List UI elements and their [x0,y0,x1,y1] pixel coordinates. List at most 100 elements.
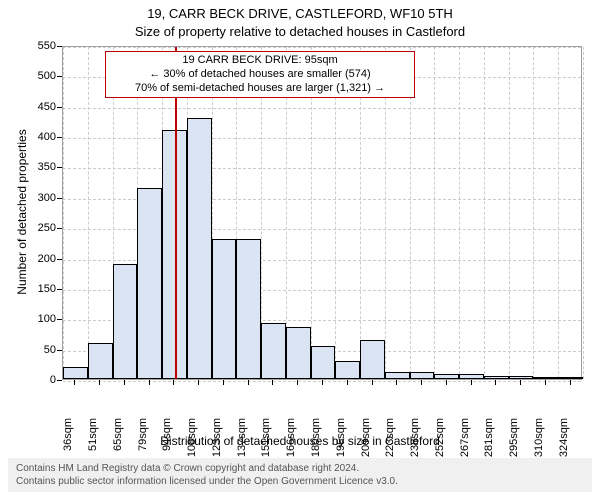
histogram-bar [311,346,336,379]
x-tick-label: 65sqm [112,418,124,468]
x-tick-mark [223,380,224,385]
x-tick-mark [149,380,150,385]
x-tick-label: 180sqm [310,418,322,468]
chart-container: 19, CARR BECK DRIVE, CASTLEFORD, WF10 5T… [0,0,600,500]
x-tick-label: 79sqm [137,418,149,468]
x-tick-label: 295sqm [508,418,520,468]
histogram-bar [335,361,360,379]
grid-line-h [63,138,581,139]
histogram-bar [484,376,509,379]
y-tick-label: 350 [28,161,56,173]
plot-area: 19 CARR BECK DRIVE: 95sqm← 30% of detach… [62,46,582,380]
y-tick-label: 300 [28,192,56,204]
x-tick-mark [272,380,273,385]
x-tick-label: 195sqm [335,418,347,468]
histogram-bar [187,118,212,379]
histogram-bar [533,377,558,379]
y-tick-label: 400 [28,131,56,143]
y-tick-mark [57,76,62,77]
annotation-line2: ← 30% of detached houses are smaller (57… [112,68,408,82]
x-tick-mark [545,380,546,385]
histogram-bar [434,374,459,379]
x-tick-mark [99,380,100,385]
y-tick-mark [57,259,62,260]
x-tick-mark [396,380,397,385]
annotation-line3: 70% of semi-detached houses are larger (… [112,82,408,96]
grid-line-v [583,47,584,379]
histogram-bar [558,377,583,379]
x-tick-mark [74,380,75,385]
y-tick-mark [57,46,62,47]
y-tick-label: 150 [28,283,56,295]
grid-line-v [88,47,89,379]
x-tick-mark [372,380,373,385]
grid-line-v [558,47,559,379]
x-tick-label: 252sqm [434,418,446,468]
y-tick-label: 550 [28,40,56,52]
grid-line-v [509,47,510,379]
grid-line-v [459,47,460,379]
x-tick-mark [520,380,521,385]
x-tick-mark [421,380,422,385]
x-tick-mark [471,380,472,385]
y-tick-mark [57,228,62,229]
footer-line1: Contains HM Land Registry data © Crown c… [16,462,584,475]
x-tick-label: 281sqm [483,418,495,468]
x-tick-label: 36sqm [62,418,74,468]
y-tick-label: 500 [28,70,56,82]
x-tick-label: 223sqm [384,418,396,468]
x-tick-label: 123sqm [211,418,223,468]
x-tick-label: 238sqm [409,418,421,468]
histogram-bar [410,372,435,379]
grid-line-v [63,47,64,379]
histogram-bar [212,239,237,379]
y-tick-label: 200 [28,253,56,265]
y-tick-mark [57,198,62,199]
histogram-bar [459,374,484,379]
y-tick-mark [57,167,62,168]
histogram-bar [88,343,113,379]
histogram-bar [236,239,261,379]
grid-line-h [63,47,581,48]
annotation-box: 19 CARR BECK DRIVE: 95sqm← 30% of detach… [105,51,415,98]
x-tick-label: 51sqm [87,418,99,468]
x-tick-mark [446,380,447,385]
x-tick-mark [347,380,348,385]
x-tick-label: 94sqm [161,418,173,468]
x-tick-mark [124,380,125,385]
histogram-bar [113,264,138,379]
x-tick-label: 324sqm [558,418,570,468]
x-tick-label: 267sqm [459,418,471,468]
x-tick-label: 310sqm [533,418,545,468]
x-tick-label: 166sqm [285,418,297,468]
x-tick-mark [495,380,496,385]
histogram-bar [261,323,286,379]
y-axis-label: Number of detached properties [15,112,29,312]
histogram-bar [509,376,534,379]
footer-line2: Contains public sector information licen… [16,475,584,488]
histogram-bar [385,372,410,379]
y-tick-label: 50 [28,344,56,356]
y-tick-label: 0 [28,374,56,386]
grid-line-v [484,47,485,379]
chart-title-line2: Size of property relative to detached ho… [0,24,600,39]
y-tick-mark [57,319,62,320]
x-tick-mark [173,380,174,385]
x-tick-label: 209sqm [360,418,372,468]
x-tick-mark [570,380,571,385]
histogram-bar [360,340,385,379]
x-tick-label: 151sqm [260,418,272,468]
grid-line-h [63,168,581,169]
x-tick-mark [198,380,199,385]
grid-line-h [63,108,581,109]
histogram-bar [63,367,88,379]
grid-line-v [434,47,435,379]
grid-line-v [533,47,534,379]
y-tick-mark [57,289,62,290]
y-tick-mark [57,137,62,138]
y-tick-mark [57,107,62,108]
y-tick-label: 250 [28,222,56,234]
annotation-line1: 19 CARR BECK DRIVE: 95sqm [112,54,408,68]
y-tick-mark [57,350,62,351]
y-tick-mark [57,380,62,381]
